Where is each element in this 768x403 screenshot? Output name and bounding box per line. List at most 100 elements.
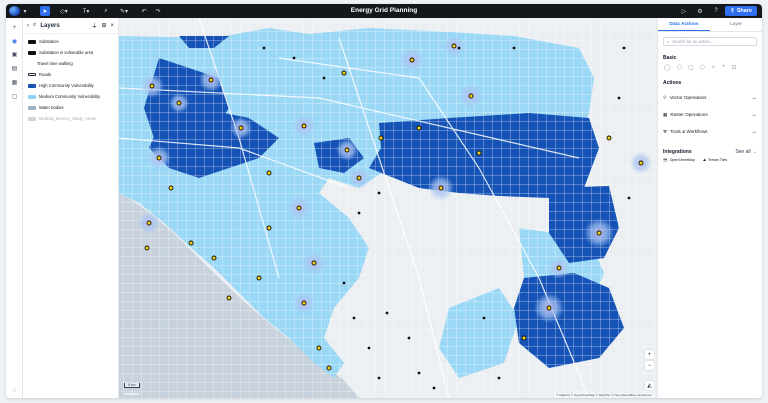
- layer-label: Water bodies: [39, 105, 64, 110]
- see-all-link[interactable]: See all →: [735, 149, 757, 155]
- basic-section-title: Basic: [663, 55, 677, 61]
- document-icon[interactable]: ▢: [11, 94, 18, 100]
- polygon-tool-icon[interactable]: ⬡: [676, 65, 682, 71]
- swatch-icon: [28, 116, 36, 121]
- help-circle-icon[interactable]: ◌: [12, 387, 17, 394]
- layer-label: Medium Community Vulnerability: [39, 94, 101, 99]
- layer-item[interactable]: Substation in vulnerable area: [23, 47, 118, 58]
- arrow-right-icon: →: [751, 94, 757, 101]
- raster-operations-item[interactable]: ▦ Raster Operations →: [663, 106, 757, 123]
- layer-label: Roads: [39, 72, 52, 77]
- arrow-right-icon: →: [751, 111, 757, 118]
- layer-item[interactable]: Medium Community Vulnerability: [23, 91, 118, 102]
- layer-item[interactable]: Medical_Service_Study_Areas: [23, 113, 118, 124]
- facility-points: [262, 46, 631, 390]
- vector-operations-item[interactable]: ⟐ Vector Operations →: [663, 89, 757, 106]
- basic-tools: ◯ ⬡ ▢ ⬠ ✧ + ⊡: [658, 64, 762, 71]
- swatch-icon: [28, 94, 36, 99]
- share-button[interactable]: ⇪ Share: [725, 6, 757, 16]
- layers-title: Layers: [40, 22, 60, 29]
- transform-tool-icon[interactable]: ✧: [710, 65, 716, 71]
- tools-workflows-item[interactable]: ⚒ Tools & Workflows →: [663, 123, 757, 140]
- data-actions-panel: Data Actions Layer ⌕ Search for an actio…: [657, 18, 762, 398]
- compass-icon[interactable]: ◭: [645, 381, 654, 390]
- layer-list: Substation Substation in vulnerable area…: [23, 34, 118, 124]
- swatch-icon: [28, 105, 36, 110]
- add-tool-icon[interactable]: +: [721, 64, 726, 70]
- help-icon[interactable]: ?: [714, 8, 718, 14]
- map-canvas[interactable]: + − ◭ 5 km mapbox © Mapbox © OpenStreetM…: [119, 18, 657, 398]
- search-icon: ⌕: [667, 39, 670, 44]
- search-icon[interactable]: ⌕: [33, 22, 37, 28]
- circle-tool-icon[interactable]: ◯: [664, 65, 671, 71]
- map-svg[interactable]: [119, 18, 657, 398]
- layers-icon[interactable]: ◉: [11, 39, 18, 45]
- map-icon: 🗺: [663, 158, 668, 162]
- chevron-down-icon[interactable]: ▾: [23, 8, 27, 15]
- integrations-section-title: Integrations See all →: [663, 149, 757, 155]
- layer-item[interactable]: Substation: [23, 36, 118, 47]
- layer-label: Substation: [39, 39, 59, 44]
- actions-section-title: Actions: [663, 80, 682, 86]
- add-layer-icon[interactable]: ⊞: [101, 23, 107, 29]
- integration-openstreetmap[interactable]: 🗺 OpenStreetMap: [663, 158, 695, 162]
- chevron-left-icon[interactable]: ‹: [27, 22, 29, 29]
- undo-icon[interactable]: ↶: [141, 8, 147, 15]
- document-title: Energy Grid Planning: [350, 7, 418, 14]
- tab-data-actions[interactable]: Data Actions: [658, 18, 710, 31]
- shapes-tool-icon[interactable]: ◇▾: [60, 8, 68, 15]
- layers-header: ‹ ⌕ Layers ⏚ ⊞ ×: [23, 18, 118, 34]
- mountain-icon: ⛰: [702, 158, 706, 162]
- road-network: [119, 18, 657, 398]
- layer-item[interactable]: Roads: [23, 69, 118, 80]
- vector-icon: ⟐: [663, 95, 667, 100]
- swatch-icon: [28, 73, 36, 76]
- layer-label: Travel time walking: [37, 61, 73, 66]
- left-icon-bar: + ◉ ▣ ▤ ▦ ▢ ◌: [6, 18, 23, 398]
- layers-panel: ‹ ⌕ Layers ⏚ ⊞ × Substation Substation i…: [23, 18, 119, 398]
- action-search-input[interactable]: ⌕ Search for an action...: [663, 37, 757, 46]
- mapbox-logo: mapbox: [124, 391, 140, 396]
- link-tool-icon[interactable]: ⊡: [731, 65, 737, 71]
- tools-icon: ⚒: [663, 128, 668, 134]
- close-icon[interactable]: ×: [110, 22, 114, 29]
- top-toolbar: ▾ ➤ ◇▾ T▾ ⌕ ✎▾ ↶ ↷ Energy Grid Planning …: [6, 4, 762, 18]
- substation-markers[interactable]: [144, 43, 644, 371]
- table-icon[interactable]: ▦: [11, 80, 18, 86]
- integration-terrain-tiles[interactable]: ⛰ Terrain Tiles: [702, 158, 728, 162]
- filter-icon[interactable]: ⏚: [91, 24, 98, 30]
- measure-tool-icon[interactable]: ⬠: [699, 65, 705, 71]
- pointer-tool-icon[interactable]: ➤: [40, 6, 50, 16]
- scale-bar: 5 km: [124, 383, 140, 388]
- swatch-icon: [28, 39, 36, 44]
- layer-label: Medical_Service_Study_Areas: [39, 116, 97, 121]
- layer-item[interactable]: Water bodies: [23, 102, 118, 113]
- globe-logo-icon[interactable]: [9, 6, 20, 16]
- action-label: Vector Operations: [669, 95, 707, 100]
- play-icon[interactable]: ▷: [681, 8, 687, 15]
- panel-tabs: Data Actions Layer: [658, 18, 762, 32]
- arrow-right-icon: →: [751, 128, 757, 135]
- fill-tool-icon[interactable]: ▢: [687, 65, 694, 71]
- layer-label: High Community Vulnerability: [39, 83, 94, 88]
- app-window: ▾ ➤ ◇▾ T▾ ⌕ ✎▾ ↶ ↷ Energy Grid Planning …: [6, 4, 762, 398]
- chart-icon[interactable]: ▤: [11, 66, 18, 72]
- text-tool-icon[interactable]: T▾: [82, 8, 90, 15]
- settings-icon[interactable]: ⚙: [697, 8, 703, 15]
- redo-icon[interactable]: ↷: [155, 8, 161, 15]
- layer-label: Substation in vulnerable area: [39, 50, 94, 55]
- action-label: Raster Operations: [670, 112, 708, 117]
- zoom-in-button[interactable]: +: [645, 350, 654, 359]
- swatch-icon: [28, 83, 36, 88]
- zoom-out-button[interactable]: −: [645, 361, 654, 370]
- layer-item[interactable]: High Community Vulnerability: [23, 80, 118, 91]
- draw-tool-icon[interactable]: ✎▾: [119, 8, 129, 15]
- search-tool-icon[interactable]: ⌕: [104, 7, 108, 14]
- add-icon[interactable]: +: [12, 24, 17, 31]
- tab-layer[interactable]: Layer: [730, 22, 742, 27]
- data-icon[interactable]: ▣: [11, 52, 18, 58]
- swatch-icon: [28, 50, 36, 55]
- map-attribution[interactable]: © Mapbox © OpenStreetMap © MapTiler © Op…: [554, 393, 654, 397]
- layer-item[interactable]: Travel time walking: [23, 58, 118, 69]
- action-label: Tools & Workflows: [670, 129, 708, 134]
